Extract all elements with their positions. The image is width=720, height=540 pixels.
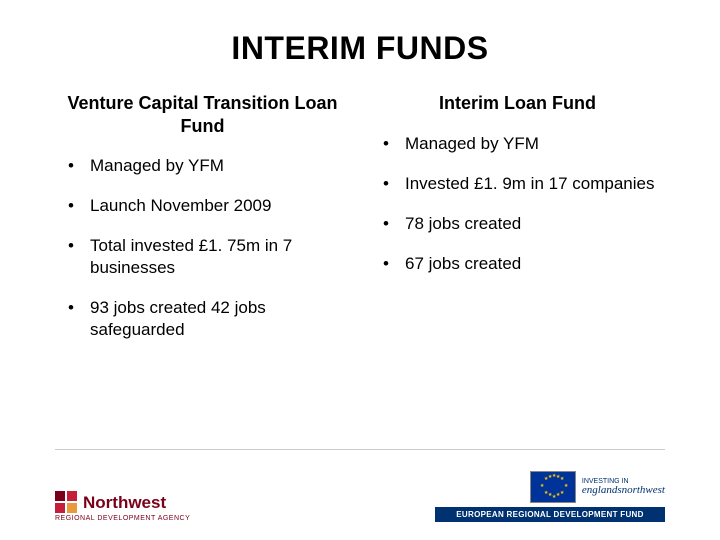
- list-item: Managed by YFM: [383, 133, 660, 155]
- list-item: Launch November 2009: [68, 195, 345, 217]
- list-item: Invested £1. 9m in 17 companies: [383, 173, 660, 195]
- list-item: Total invested £1. 75m in 7 businesses: [68, 235, 345, 279]
- list-item: 93 jobs created 42 jobs safeguarded: [68, 297, 345, 341]
- left-column: Venture Capital Transition Loan Fund Man…: [60, 92, 345, 360]
- footer: Northwest REGIONAL DEVELOPMENT AGENCY ★ …: [0, 471, 720, 522]
- erdf-text-block: INVESTING IN englandsnorthwest: [582, 478, 665, 496]
- list-item: Managed by YFM: [68, 155, 345, 177]
- list-item: 67 jobs created: [383, 253, 660, 275]
- left-bullets: Managed by YFM Launch November 2009 Tota…: [60, 155, 345, 342]
- left-heading: Venture Capital Transition Loan Fund: [60, 92, 345, 137]
- columns: Venture Capital Transition Loan Fund Man…: [60, 92, 660, 360]
- northwest-mark: Northwest: [55, 491, 190, 513]
- right-column: Interim Loan Fund Managed by YFM Investe…: [375, 92, 660, 360]
- erdf-region-label: englandsnorthwest: [582, 484, 665, 496]
- right-bullets: Managed by YFM Invested £1. 9m in 17 com…: [375, 133, 660, 275]
- page-title: INTERIM FUNDS: [60, 30, 660, 67]
- eu-flag-icon: ★ ★ ★ ★ ★ ★ ★ ★ ★ ★ ★ ★: [530, 471, 576, 503]
- erdf-logo: ★ ★ ★ ★ ★ ★ ★ ★ ★ ★ ★ ★ INVESTING IN eng…: [435, 471, 665, 522]
- list-item: 78 jobs created: [383, 213, 660, 235]
- erdf-top: ★ ★ ★ ★ ★ ★ ★ ★ ★ ★ ★ ★ INVESTING IN eng…: [530, 471, 665, 503]
- northwest-squares-icon: [55, 491, 77, 513]
- right-heading: Interim Loan Fund: [375, 92, 660, 115]
- erdf-bar-label: EUROPEAN REGIONAL DEVELOPMENT FUND: [435, 507, 665, 522]
- northwest-name: Northwest: [83, 493, 166, 513]
- northwest-subtitle: REGIONAL DEVELOPMENT AGENCY: [55, 515, 190, 522]
- slide: INTERIM FUNDS Venture Capital Transition…: [0, 0, 720, 540]
- footer-divider: [55, 449, 665, 450]
- northwest-logo: Northwest REGIONAL DEVELOPMENT AGENCY: [55, 491, 190, 522]
